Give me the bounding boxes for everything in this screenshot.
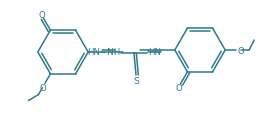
Text: HN: HN (148, 48, 161, 57)
Text: S: S (133, 77, 139, 86)
Text: O: O (38, 11, 45, 20)
Text: HN−NH: HN−NH (87, 48, 120, 57)
Text: O: O (39, 83, 46, 92)
Text: O: O (175, 83, 182, 92)
Text: O: O (237, 46, 244, 55)
